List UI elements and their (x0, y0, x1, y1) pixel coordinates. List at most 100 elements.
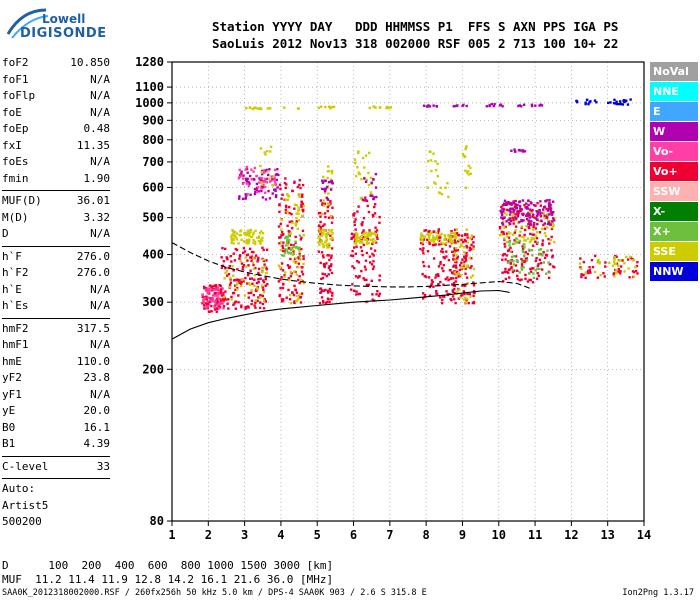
echo-point (442, 255, 445, 259)
echo-point (283, 275, 286, 279)
echo-point (578, 262, 582, 265)
echo-point (510, 149, 513, 152)
echo-point (280, 241, 283, 244)
echo-point (289, 248, 292, 252)
echo-point (435, 231, 438, 235)
echo-point (246, 230, 250, 233)
echo-point (282, 298, 285, 301)
echo-point (360, 239, 364, 243)
echo-point (326, 243, 329, 246)
echo-point (238, 168, 241, 172)
echo-point (202, 304, 206, 307)
echo-point (293, 301, 296, 305)
true-height-profile (171, 242, 532, 290)
echo-point (613, 275, 616, 278)
echo-point (422, 247, 425, 250)
echo-point (435, 289, 438, 293)
echo-point (464, 240, 468, 243)
echo-point (439, 236, 442, 239)
echo-point (254, 254, 258, 257)
echo-point (255, 182, 259, 186)
echo-point (452, 277, 455, 280)
echo-point (424, 275, 428, 278)
echo-point (628, 255, 632, 259)
echo-point (421, 241, 424, 244)
echo-point (613, 98, 616, 102)
echo-point (352, 246, 356, 249)
echo-point (318, 302, 322, 305)
echo-point (439, 186, 442, 189)
echo-point (284, 177, 287, 180)
echo-point (602, 272, 605, 275)
echo-point (470, 257, 473, 260)
echo-point (207, 303, 210, 306)
echo-point (244, 265, 248, 268)
echo-point (300, 201, 304, 204)
echo-point (367, 283, 370, 286)
echo-point (623, 100, 626, 104)
echo-point (453, 228, 457, 232)
echo-point (354, 275, 358, 278)
echo-point (245, 106, 248, 110)
echo-point (329, 106, 333, 109)
echo-point (239, 284, 243, 288)
echo-point (493, 102, 496, 106)
echo-point (220, 256, 223, 259)
echo-point (617, 270, 620, 273)
echo-point (279, 266, 282, 270)
echo-point (373, 249, 377, 252)
echo-point (253, 304, 256, 307)
echo-point (458, 238, 461, 241)
echo-point (615, 100, 618, 104)
echo-point (636, 272, 639, 275)
echo-point (614, 269, 618, 272)
echo-point (235, 288, 239, 291)
param-name: h`E (2, 282, 22, 296)
echo-point (209, 297, 212, 300)
echo-point (369, 191, 373, 194)
x-tick-label: 12 (564, 528, 578, 542)
echo-point (515, 206, 518, 210)
echo-point (520, 219, 524, 223)
legend-item-w: W (650, 122, 698, 141)
echo-point (264, 284, 267, 287)
muf-table: D 100 200 400 600 800 1000 1500 3000 [km… (2, 559, 333, 587)
echo-point (538, 248, 541, 252)
echo-point (356, 259, 359, 263)
echo-point (215, 297, 219, 301)
echo-point (238, 278, 241, 282)
echo-point (257, 267, 261, 271)
echo-point (328, 258, 331, 262)
echo-point (512, 269, 516, 272)
param-name: M(D) (2, 210, 29, 224)
echo-point (233, 230, 237, 234)
echo-point (458, 296, 462, 299)
echo-point (427, 236, 431, 239)
echo-point (588, 269, 591, 272)
param-row: hmF1 N/A (2, 338, 110, 355)
echo-point (224, 267, 227, 270)
echo-point (508, 244, 511, 247)
echo-point (241, 197, 245, 201)
echo-point (297, 262, 301, 265)
echo-point (546, 213, 549, 216)
echo-point (245, 306, 248, 309)
echo-point (619, 265, 623, 268)
echo-point (257, 235, 261, 238)
echo-point (501, 204, 505, 207)
echo-point (250, 178, 253, 181)
echo-point (368, 261, 372, 264)
echo-point (593, 99, 597, 102)
echo-point (300, 204, 303, 207)
echo-point (584, 276, 587, 279)
echo-point (523, 150, 527, 153)
echo-point (472, 284, 476, 287)
echo-point (541, 208, 545, 211)
echo-point (226, 258, 229, 261)
echo-point (547, 261, 550, 264)
echo-point (452, 241, 456, 245)
echo-point (301, 210, 305, 213)
echo-point (503, 211, 507, 215)
param-name: B1 (2, 437, 16, 450)
echo-point (325, 238, 329, 242)
